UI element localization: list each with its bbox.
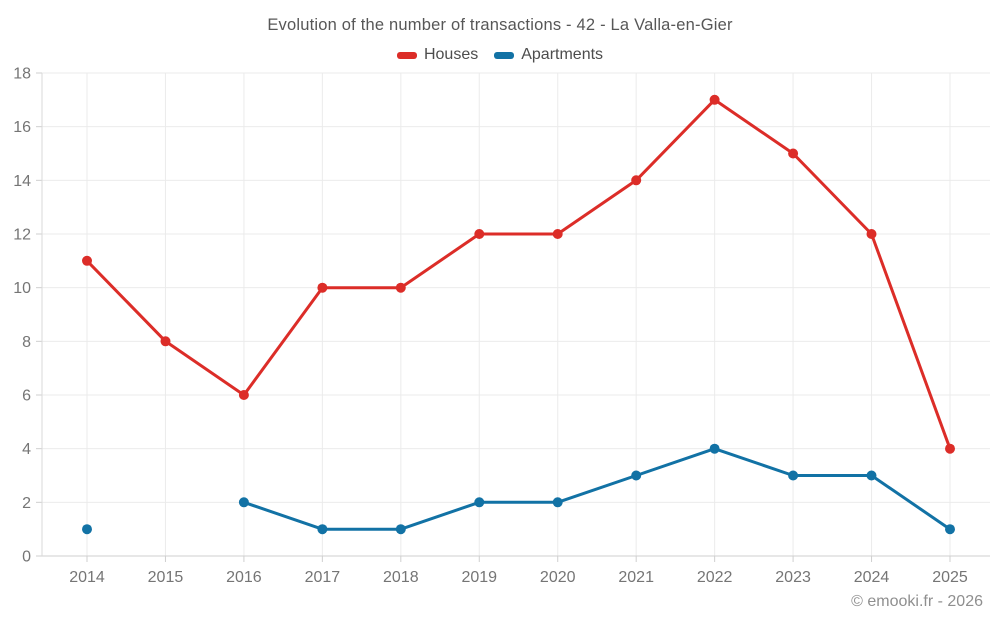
series-point-apartments-2018[interactable] [395,524,406,535]
y-tick-label: 2 [22,495,31,512]
x-tick-label: 2016 [226,569,262,586]
y-tick-label: 6 [22,388,31,405]
series-line-houses [85,98,952,451]
x-tick-label: 2017 [305,569,341,586]
series-point-houses-2014[interactable] [82,255,92,266]
y-tick-label: 8 [22,334,31,351]
series-point-houses-2019[interactable] [474,229,485,239]
series-point-apartments-2022[interactable] [709,443,720,454]
series-point-apartments-2019[interactable] [474,497,485,508]
credit-text: © emooki.fr - 2026 [851,593,983,610]
legend-item-apartments[interactable]: Apartments [494,46,603,64]
legend-swatch-houses [396,51,417,59]
series-line-apartments [242,447,952,531]
legend-swatch-apartments [494,51,515,59]
series-point-houses-2025[interactable] [945,443,955,454]
x-tick-label: 2024 [854,569,890,586]
legend-label: Apartments [521,46,604,63]
x-tick-label: 2018 [383,569,419,586]
x-tick-label: 2021 [618,569,654,586]
x-tick-label: 2019 [461,569,497,586]
y-tick-label: 16 [13,119,31,136]
legend-label: Houses [423,46,479,63]
x-tick-label: 2022 [697,569,733,586]
y-tick-label: 12 [13,227,31,244]
series-point-apartments-2014[interactable] [82,524,92,535]
series-point-apartments-2025[interactable] [945,524,955,535]
series-point-apartments-2016[interactable] [238,497,249,508]
series-point-apartments-2021[interactable] [631,470,642,481]
x-tick-label: 2014 [69,569,105,586]
chart-title: Evolution of the number of transactions … [267,16,733,34]
y-tick-label: 14 [13,173,31,190]
y-tick-label: 18 [13,66,31,83]
series-point-houses-2020[interactable] [552,229,563,239]
series-point-houses-2021[interactable] [631,175,642,186]
y-tick-label: 0 [22,549,31,566]
series-point-apartments-2024[interactable] [866,470,877,481]
series-point-houses-2018[interactable] [395,282,406,293]
x-tick-label: 2020 [540,569,576,586]
series-point-apartments-2020[interactable] [552,497,563,508]
series-point-houses-2023[interactable] [788,148,799,159]
legend-item-houses[interactable]: Houses [396,46,479,64]
series-point-houses-2024[interactable] [866,229,877,239]
series-point-houses-2017[interactable] [317,282,328,293]
chart-legend: Houses Apartments [0,46,1000,64]
series-point-houses-2015[interactable] [160,336,171,347]
x-tick-label: 2023 [775,569,811,586]
series-point-houses-2022[interactable] [709,94,720,105]
series-point-houses-2016[interactable] [238,390,249,400]
x-tick-label: 2015 [148,569,184,586]
series-point-apartments-2017[interactable] [317,524,328,535]
y-tick-label: 4 [22,441,31,458]
series-point-apartments-2023[interactable] [788,470,799,481]
x-tick-label: 2025 [932,569,968,586]
y-tick-label: 10 [13,280,31,297]
